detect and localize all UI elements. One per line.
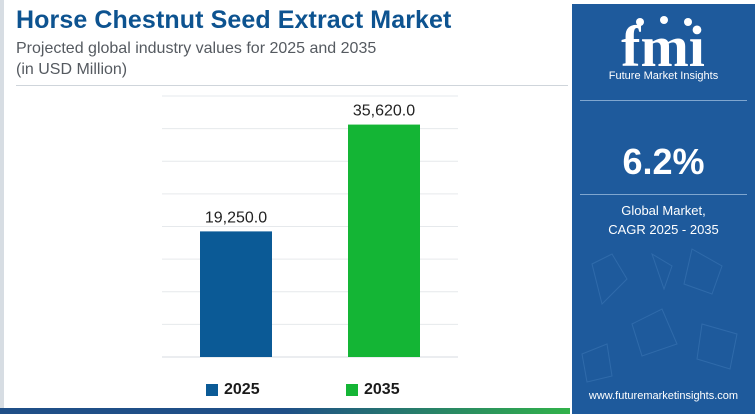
logo-wordmark: fmi — [621, 14, 705, 79]
unit-label: (in USD Million) — [16, 61, 128, 78]
cagr-caption-line2: CAGR 2025 - 2035 — [608, 222, 719, 237]
legend-item-2035: 2035 — [346, 381, 400, 399]
chart-legend: 2025 2035 — [0, 381, 570, 401]
data-label-2025: 19,250.0 — [205, 209, 267, 226]
header-divider — [16, 85, 568, 86]
legend-label-2035: 2035 — [364, 381, 400, 398]
panel-divider-bottom — [580, 194, 747, 195]
summary-panel: fmi Future Market Insights 6.2% Global M… — [572, 4, 755, 414]
panel-divider-top — [580, 100, 747, 101]
bar-chart: 19,250.0 35,620.0 — [162, 95, 458, 358]
bar-2035 — [348, 124, 420, 357]
bottom-accent-strip — [0, 408, 570, 414]
fmi-logo: fmi — [621, 14, 705, 79]
logo-subtext: Future Market Insights — [608, 70, 719, 82]
panel-texture — [581, 248, 738, 383]
legend-swatch-2035 — [346, 384, 358, 396]
chart-title: Horse Chestnut Seed Extract Market — [16, 6, 452, 34]
chart-subtitle: Projected global industry values for 202… — [16, 40, 377, 57]
left-border — [0, 0, 4, 414]
data-label-2035: 35,620.0 — [353, 103, 415, 120]
cagr-value: 6.2% — [622, 141, 705, 182]
legend-swatch-2025 — [206, 384, 218, 396]
cagr-caption-line1: Global Market, — [621, 203, 706, 218]
bar-2025 — [200, 231, 272, 357]
logo-accent-icons — [636, 16, 692, 26]
legend-label-2025: 2025 — [224, 381, 260, 398]
website-link[interactable]: www.futuremarketinsights.com — [588, 390, 739, 402]
legend-item-2025: 2025 — [206, 381, 260, 399]
